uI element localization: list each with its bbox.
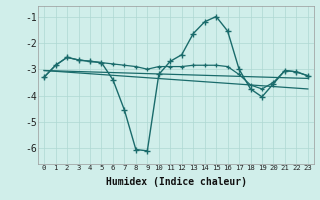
X-axis label: Humidex (Indice chaleur): Humidex (Indice chaleur) — [106, 177, 246, 187]
